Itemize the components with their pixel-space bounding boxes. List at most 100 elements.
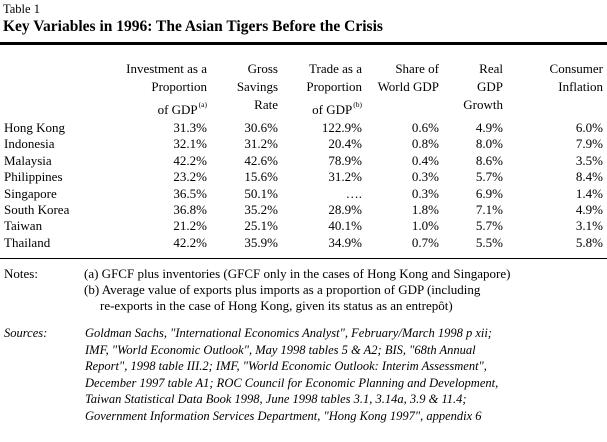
- header-line: Real: [479, 61, 503, 76]
- cell-inflation: 6.0%: [575, 120, 603, 135]
- cell-trade: 28.9%: [328, 201, 362, 217]
- cell-savings: 31.2%: [244, 136, 278, 152]
- cell-inflation: 3.5%: [575, 152, 603, 168]
- header-real-gdp-growth: Real GDP Growth: [463, 60, 503, 114]
- cell-trade: 34.9%: [328, 234, 362, 250]
- header-consumer-inflation: Consumer Inflation: [550, 60, 603, 96]
- table-row: Malaysia 42.2% 42.6% 78.9% 0.4% 8.6% 3.5…: [0, 153, 607, 169]
- cell-savings: 50.1%: [244, 185, 278, 201]
- cell-inflation: 5.8%: [575, 234, 603, 250]
- cell-trade: 31.2%: [328, 169, 362, 185]
- table-row: Hong Kong 31.3% 30.6% 122.9% 0.6% 4.9% 6…: [0, 120, 607, 136]
- cell-trade: 122.9%: [321, 120, 362, 135]
- table-row: Singapore 36.5% 50.1% …. 0.3% 6.9% 1.4%: [0, 186, 607, 202]
- country-name: Hong Kong: [4, 120, 66, 135]
- cell-savings: 15.6%: [244, 169, 278, 185]
- header-line: Inflation: [558, 79, 603, 94]
- cell-inflation: 7.9%: [575, 136, 603, 152]
- header-share-world-gdp: Share of World GDP: [378, 60, 439, 96]
- cell-inflation: 4.9%: [575, 201, 603, 217]
- cell-trade: 40.1%: [328, 218, 362, 234]
- cell-growth: 8.0%: [475, 136, 503, 152]
- cell-growth: 4.9%: [475, 120, 503, 135]
- cell-investment: 42.2%: [173, 152, 207, 168]
- cell-investment: 36.8%: [173, 201, 207, 217]
- header-line: Savings: [236, 79, 278, 94]
- header-line: World GDP: [377, 79, 439, 94]
- top-rule: [0, 42, 607, 45]
- cell-trade: ….: [345, 185, 362, 201]
- header-line: Investment as a: [126, 61, 207, 76]
- header-line: Proportion: [151, 79, 207, 94]
- cell-growth: 5.7%: [475, 169, 503, 185]
- cell-share: 0.7%: [411, 234, 439, 250]
- table-row: Philippines 23.2% 15.6% 31.2% 0.3% 5.7% …: [0, 169, 607, 185]
- cell-trade: 78.9%: [328, 152, 362, 168]
- cell-investment: 42.2%: [173, 234, 207, 250]
- cell-inflation: 1.4%: [575, 185, 603, 201]
- table-row: Indonesia 32.1% 31.2% 20.4% 0.8% 8.0% 7.…: [0, 136, 607, 152]
- country-name: South Korea: [4, 201, 70, 217]
- source-line: Taiwan Statistical Data Book 1998, June …: [85, 392, 467, 406]
- header-trade: Trade as a Proportion of GDP(b): [306, 60, 362, 119]
- cell-investment: 21.2%: [173, 218, 207, 234]
- bottom-rule: [0, 258, 607, 259]
- cell-investment: 32.1%: [173, 136, 207, 152]
- cell-growth: 7.1%: [475, 201, 503, 217]
- cell-share: 1.0%: [411, 218, 439, 234]
- note-line: (b) Average value of exports plus import…: [84, 282, 481, 297]
- notes-label: Notes:: [4, 266, 38, 281]
- source-line: Government Information Services Departme…: [85, 408, 482, 423]
- country-name: Indonesia: [4, 136, 55, 152]
- header-line: GDP: [476, 79, 503, 94]
- footnote-marker: (a): [198, 100, 207, 109]
- country-name: Thailand: [4, 234, 51, 250]
- cell-inflation: 3.1%: [575, 218, 603, 234]
- cell-growth: 5.5%: [475, 234, 503, 250]
- cell-inflation: 8.4%: [575, 169, 603, 185]
- cell-trade: 20.4%: [328, 136, 362, 152]
- cell-investment: 23.2%: [173, 169, 207, 185]
- header-savings: Gross Savings Rate: [237, 60, 278, 114]
- header-investment: Investment as a Proportion of GDP(a): [126, 60, 207, 119]
- cell-growth: 8.6%: [475, 152, 503, 168]
- table-body: Hong Kong 31.3% 30.6% 122.9% 0.6% 4.9% 6…: [0, 120, 607, 251]
- header-line: Trade as a: [309, 61, 362, 76]
- table-row: South Korea 36.8% 35.2% 28.9% 1.8% 7.1% …: [0, 202, 607, 218]
- country-name: Singapore: [4, 185, 57, 201]
- header-line: Proportion: [306, 79, 362, 94]
- header-line: Growth: [463, 97, 503, 112]
- cell-share: 1.8%: [411, 201, 439, 217]
- note-line: (a) GFCF plus inventories (GFCF only in …: [84, 266, 511, 281]
- cell-savings: 35.9%: [244, 234, 278, 250]
- cell-growth: 5.7%: [475, 218, 503, 234]
- header-line: Share of: [395, 61, 439, 76]
- cell-savings: 30.6%: [244, 120, 278, 135]
- cell-share: 0.4%: [411, 152, 439, 168]
- note-line: re-exports in the case of Hong Kong, giv…: [100, 298, 453, 313]
- country-name: Philippines: [4, 169, 63, 185]
- table-row: Thailand 42.2% 35.9% 34.9% 0.7% 5.5% 5.8…: [0, 235, 607, 251]
- header-line: of GDP: [312, 102, 353, 117]
- cell-savings: 35.2%: [244, 201, 278, 217]
- header-line: Consumer: [549, 61, 603, 76]
- table-label: Table 1: [3, 2, 40, 16]
- header-line: Rate: [254, 97, 278, 112]
- footnote-marker: (b): [353, 100, 362, 109]
- cell-share: 0.3%: [411, 185, 439, 201]
- country-name: Malaysia: [4, 152, 52, 168]
- table-title: Key Variables in 1996: The Asian Tigers …: [3, 18, 383, 35]
- cell-savings: 25.1%: [244, 218, 278, 234]
- cell-share: 0.3%: [411, 169, 439, 185]
- source-line: December 1997 table A1; ROC Council for …: [85, 375, 499, 390]
- cell-share: 0.6%: [411, 120, 439, 135]
- header-line: Gross: [247, 61, 278, 76]
- cell-investment: 31.3%: [173, 120, 207, 135]
- cell-investment: 36.5%: [173, 185, 207, 201]
- country-name: Taiwan: [4, 218, 43, 234]
- sources-label: Sources:: [4, 326, 48, 340]
- source-line: Goldman Sachs, "International Economics …: [85, 326, 492, 340]
- source-line: Report", 1998 table III.2; IMF, "World E…: [85, 359, 487, 373]
- source-line: IMF, "World Economic Outlook", May 1998 …: [85, 342, 476, 357]
- cell-savings: 42.6%: [244, 152, 278, 168]
